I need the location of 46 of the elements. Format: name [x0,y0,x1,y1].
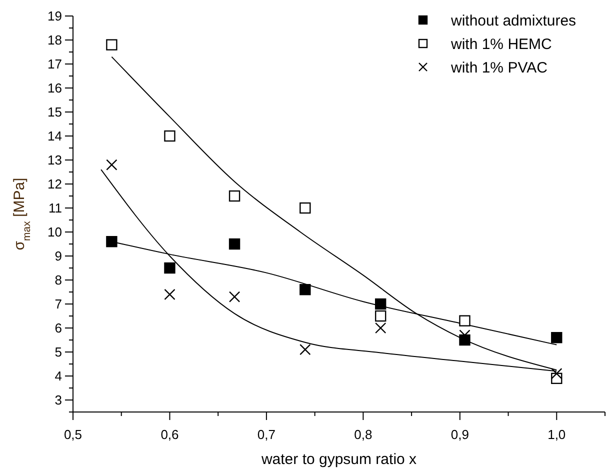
point [106,39,118,50]
x-axis-title: water to gypsum ratio x [260,451,418,468]
point [228,238,240,250]
point [459,330,470,341]
y-tick-label: 16 [48,80,62,96]
point [459,315,470,326]
y-tick-label: 7 [54,296,62,312]
x-tick-label: 0,9 [450,427,469,442]
y-tick-label: 17 [48,56,62,72]
x-tick-label: 0,6 [160,427,179,442]
y-tick-label: 8 [54,272,62,288]
point [164,262,176,274]
point [300,284,311,296]
point [551,368,562,380]
legend-label: with 1% PVAC [450,59,548,76]
x-tick-label: 1,0 [548,427,566,442]
legend-label: without admixtures [450,12,576,30]
x-tick-label: 0,5 [64,427,82,442]
point [374,310,386,322]
y-tick-label: 5 [54,344,62,360]
y-tick-label: 12 [48,176,62,192]
point [374,322,386,334]
point [164,130,176,142]
y-tick-label: 9 [54,248,62,264]
point [374,298,386,310]
y-tick-label: 14 [48,128,62,144]
point [106,236,118,248]
legend-label: with 1% HEMC [450,36,552,53]
point [228,291,240,302]
y-tick-label: 13 [48,152,62,168]
point [300,202,311,214]
point [300,344,311,356]
x-tick-label: 0,7 [257,427,276,442]
y-tick-label: 10 [48,224,62,240]
point [551,332,562,344]
point [106,159,118,170]
y-tick-label: 6 [54,320,62,336]
point [164,288,176,300]
y-tick-label: 18 [48,32,62,48]
point [228,190,240,202]
y-tick-label: 19 [48,8,62,24]
y-tick-label: 11 [48,200,62,216]
y-tick-label: 4 [54,368,62,384]
x-tick-label: 0,8 [354,427,372,442]
y-tick-label: 15 [48,104,62,120]
y-tick-label: 3 [54,392,62,408]
